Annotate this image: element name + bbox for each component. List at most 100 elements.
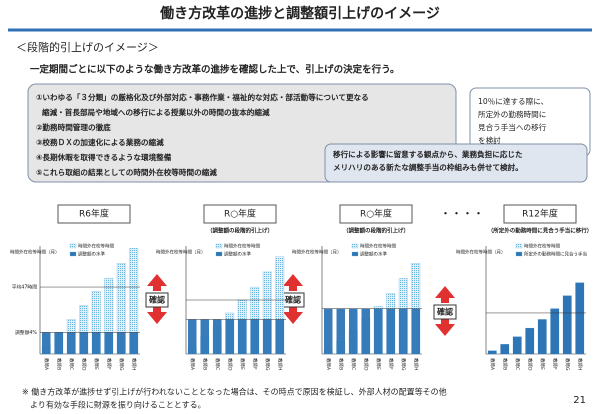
allowance-bar [263,319,272,354]
year: R12年度 [522,208,558,220]
teacher-label: 教師C [514,358,521,370]
arrow [147,307,167,324]
teacher-label: 教師B [55,358,62,370]
legend-label: 所定外の勤務時間に見合う手当 [524,251,587,258]
measure-line: ④長期休暇を取得できるような環境整備 [36,152,172,162]
year-box [503,204,577,224]
transition-line: 所定外の勤務時間に [478,109,546,119]
transition-line: 見合う手当への移行 [478,122,547,132]
allowance-bar [275,319,284,354]
teacher-label: 教師D [362,358,369,371]
teacher-label: 教師E [93,358,100,370]
lead: 一定期間ごとに以下のような働き方改革の進捗を確認した上で、引上げの決定を行う。 [30,64,400,76]
arrow [283,274,303,291]
teacher-label: 教師F [551,358,558,370]
measure-line: ②勤務時間管理の徹底 [36,122,111,132]
teacher-label: 教師D [80,358,87,371]
consideration-box [324,143,588,183]
allowance-bar [92,332,101,354]
teacher-label: 教師A [189,358,196,371]
measure-line: ③校務ＤＸの加速化による業務の縮減 [36,137,164,147]
teacher-label: 教師A [43,358,50,371]
allowance-bar [575,282,584,354]
teacher-label: 教師G [264,358,271,371]
allowance-bar [225,319,234,354]
year-box [57,204,131,224]
footnote-line: より有効な手段に財源を振り向けることとする。 [30,400,206,410]
confirm-box [433,304,457,320]
confirm-label: 確認 [437,307,453,317]
arrow [435,319,455,336]
footnote-line: ※ 働き方改革が進捗せず引上げが行われないこととなった場合は、その時点で原因を検… [22,387,447,397]
allowance-bar [411,308,420,354]
allowance-bar [349,308,358,354]
allowance-bar [188,319,197,354]
teacher-label: 教師G [400,358,407,371]
teacher-label: 教師C [68,358,75,370]
teacher-label: 教師E [375,358,382,370]
teacher-label: 教師G [564,358,571,371]
teacher-label: 教師C [350,358,357,370]
teacher-label: 教師G [118,358,125,371]
legend-swatch [515,243,523,249]
allowance-bar [500,344,509,354]
confirm-label: 確認 [285,295,301,305]
measure-line: 縮減・首長部局や地域への移行による授業以外の時間の抜本的縮減 [42,107,270,117]
allowance-bar [250,319,259,354]
teacher-label: 教師E [539,358,546,370]
title: 働き方改革の進捗と調整額引上げのイメージ [159,5,440,22]
year: R○年度 [360,208,392,220]
allowance-bar [374,308,383,354]
teacher-label: 教師C [214,358,221,370]
allowance-bar [117,332,126,354]
allowance-bar [488,350,497,354]
arrow [147,274,167,291]
confirm-label: 確認 [149,295,165,305]
allowance-bar [54,332,63,354]
consideration-line: 移行による影響に留意する観点から、業務負担に応じた [333,149,523,159]
year-box [203,204,277,224]
legend-swatch [215,251,223,257]
allowance-bar [324,308,333,354]
allowance-bar [129,332,138,354]
panel-note: （調整額の段階的引上げ） [207,227,273,235]
legend-swatch [351,243,359,249]
allowance-bar [538,319,547,354]
confirm-box [145,292,169,308]
y-axis-label: 時間外在校等時間（月） [156,249,206,256]
transition-line: 10％に達する際に、 [478,96,548,106]
legend-swatch [215,243,223,249]
arrow [435,286,455,303]
teacher-label: 教師F [105,358,112,370]
legend-swatch [69,243,77,249]
teacher-label: 教師H [130,358,137,370]
allowance-bar [513,336,522,354]
teacher-label: 教師D [526,358,533,371]
reference-label: 調整額4% [15,329,37,336]
year: R6年度 [79,208,109,220]
allowance-bar [200,319,209,354]
teacher-label: 教師B [201,358,208,370]
allowance-bar [361,308,370,354]
subtitle: ＜段階的引上げのイメージ＞ [16,40,159,54]
teacher-label: 教師D [226,358,233,371]
teacher-label: 教師A [489,358,496,371]
y-axis-label: 時間外在校等時間（月） [292,249,342,256]
allowance-bar [563,295,572,354]
teacher-label: 教師A [325,358,332,371]
legend-label: 時間外在校等時間 [360,243,396,250]
year: R○年度 [224,208,256,220]
allowance-bar [79,332,88,354]
transition-line: を検討 [478,135,501,145]
teacher-label: 教師F [387,358,394,370]
reference-label: 平均47時間 [12,284,37,291]
measure-line: ⑤これら取組の結果としての時間外在校等時間の縮減 [36,167,217,177]
legend-swatch [351,251,359,257]
allowance-bar [550,308,559,354]
allowance-bar [104,332,113,354]
page-number: 21 [573,395,586,406]
teacher-label: 教師F [251,358,258,370]
ellipsis: ・・・・ [440,207,484,220]
